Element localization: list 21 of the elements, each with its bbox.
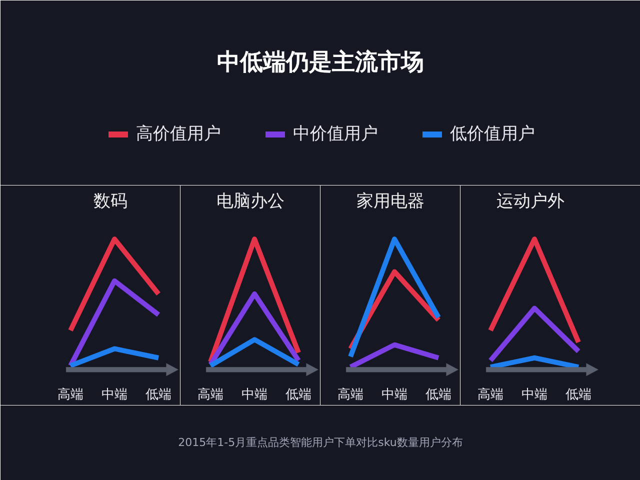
x-tick-label: 高端 (338, 386, 364, 402)
chart-title: 运动户外 (496, 192, 564, 212)
text: 2015年1-5月重点品类智能用户下单对比sku数量用户分布 (178, 436, 463, 449)
text: 中低端仍是主流市场 (217, 48, 424, 76)
x-tick-label: 中端 (102, 388, 128, 402)
x-tick-label: 中端 (242, 388, 268, 402)
x-tick-label: 低端 (566, 388, 592, 402)
x-tick-label: 低端 (286, 388, 312, 402)
legend-label: 高价值用户 (136, 123, 221, 145)
chart-title: 数码 (94, 192, 128, 212)
x-tick-label: 中端 (382, 388, 408, 402)
legend-label: 中价值用户 (293, 123, 378, 145)
chart-title: 家用电器 (356, 192, 424, 212)
x-tick-label: 高端 (478, 386, 504, 402)
x-tick-label: 低端 (146, 388, 172, 402)
x-tick-label: 高端 (198, 386, 224, 402)
x-tick-label: 高端 (58, 386, 84, 402)
x-tick-label: 低端 (426, 388, 452, 402)
chart-title: 电脑办公 (216, 192, 284, 212)
legend-label: 低价值用户 (450, 123, 535, 145)
x-tick-label: 中端 (522, 388, 548, 402)
